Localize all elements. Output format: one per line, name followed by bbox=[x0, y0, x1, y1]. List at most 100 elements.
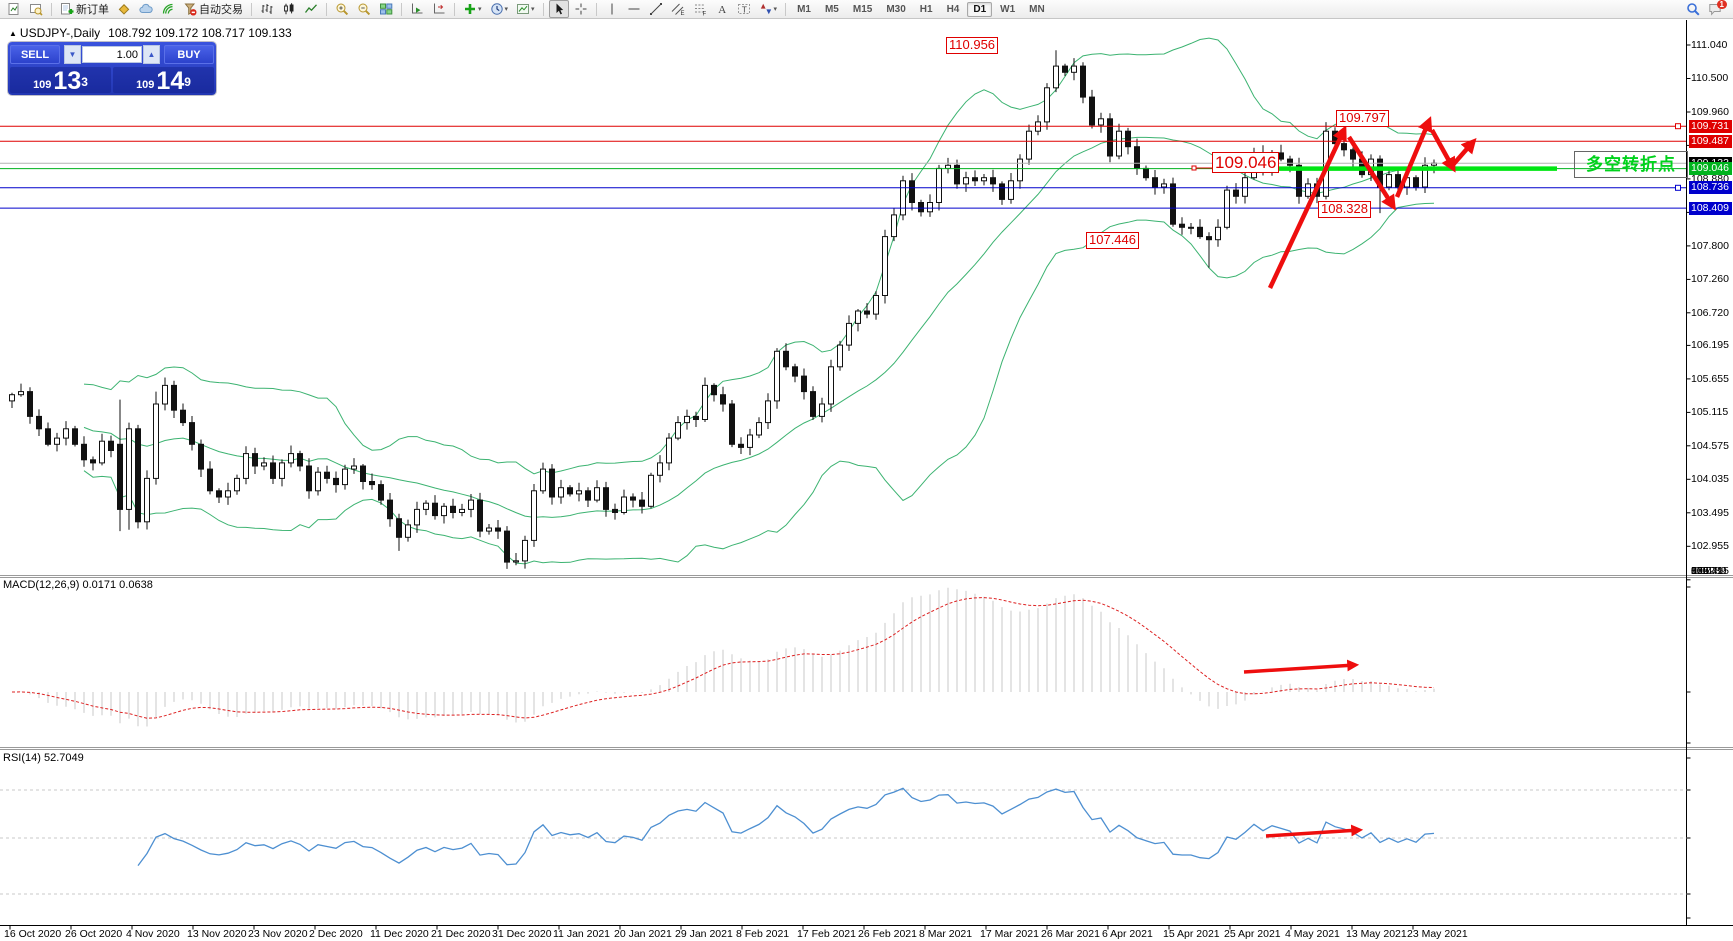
buy-price-prefix: 109 bbox=[136, 79, 155, 91]
horizontal-line-button[interactable] bbox=[624, 0, 644, 18]
volume-increase-button[interactable]: ▲ bbox=[143, 45, 160, 64]
trendline-button[interactable] bbox=[646, 0, 666, 18]
text-label-button[interactable]: T bbox=[734, 0, 754, 18]
new-chart-button[interactable] bbox=[4, 0, 24, 18]
turning-point-label[interactable]: 多空转折点 bbox=[1574, 151, 1688, 178]
toolbar-separator bbox=[542, 2, 544, 16]
line-handle[interactable] bbox=[1675, 123, 1681, 130]
volume-input[interactable] bbox=[82, 46, 142, 63]
history-center-button[interactable] bbox=[114, 0, 134, 18]
trend-arrow[interactable] bbox=[1430, 128, 1456, 173]
templates-button[interactable]: ▾ bbox=[513, 0, 538, 18]
date-tick: 20 Jan 2021 bbox=[614, 928, 672, 940]
fibonacci-button[interactable]: F bbox=[690, 0, 710, 18]
sell-button[interactable]: SELL bbox=[10, 45, 60, 64]
chart-shift-button[interactable] bbox=[429, 0, 449, 18]
line-chart-button[interactable] bbox=[301, 0, 321, 18]
signals-button[interactable] bbox=[158, 0, 178, 18]
price-tick: 106.720 bbox=[1691, 306, 1729, 319]
zoom-out-icon bbox=[358, 3, 371, 16]
timeframe-m30-button[interactable]: M30 bbox=[886, 3, 906, 15]
price-tick: 15 bbox=[1691, 565, 1703, 577]
trend-arrow[interactable] bbox=[1394, 116, 1433, 198]
cursor-button[interactable] bbox=[548, 0, 569, 18]
svg-text:F: F bbox=[702, 12, 706, 17]
price-note[interactable]: 109.046 bbox=[1212, 152, 1280, 174]
collapse-trade-panel-icon[interactable]: ▲ bbox=[9, 29, 17, 38]
periods-icon bbox=[490, 3, 503, 15]
text-icon: A bbox=[718, 4, 726, 16]
price-tick: 107.260 bbox=[1691, 273, 1729, 286]
price-tick: -0.5289 bbox=[1691, 565, 1727, 577]
price-tag-109.487: 109.487 bbox=[1689, 134, 1732, 148]
timeframe-m1-button[interactable]: M1 bbox=[797, 3, 811, 15]
timeframe-mn-button[interactable]: MN bbox=[1029, 3, 1045, 15]
sell-price-main: 13 bbox=[53, 67, 82, 95]
timeframe-m15-button[interactable]: M15 bbox=[852, 3, 873, 15]
crosshair-icon bbox=[575, 3, 587, 15]
date-tick: 17 Feb 2021 bbox=[797, 928, 856, 940]
price-tick: 103.495 bbox=[1691, 506, 1729, 519]
trend-arrow[interactable] bbox=[1347, 135, 1396, 211]
timeframe-w1-button[interactable]: W1 bbox=[1000, 3, 1016, 15]
price-note[interactable]: 107.446 bbox=[1086, 232, 1139, 249]
profiles-button[interactable] bbox=[26, 0, 46, 18]
trend-arrow[interactable] bbox=[1267, 125, 1347, 289]
date-tick: 23 Nov 2020 bbox=[248, 928, 308, 940]
auto-scroll-button[interactable] bbox=[407, 0, 427, 18]
channel-icon: E bbox=[671, 3, 684, 16]
tile-icon bbox=[380, 3, 393, 15]
autotrading-button[interactable]: 自动交易 bbox=[180, 0, 246, 18]
arrows-button[interactable]: ▾ bbox=[756, 0, 781, 18]
macd-signal-line bbox=[11, 597, 1435, 719]
toolbar-separator bbox=[326, 2, 327, 16]
templates-icon bbox=[517, 4, 530, 14]
date-tick: 8 Feb 2021 bbox=[736, 928, 790, 940]
zoom-out-button[interactable] bbox=[354, 0, 374, 18]
new-chart-icon bbox=[8, 3, 19, 15]
zoom-in-button[interactable] bbox=[332, 0, 352, 18]
price-note[interactable]: 109.797 bbox=[1336, 110, 1389, 127]
text-button[interactable]: A bbox=[712, 0, 732, 18]
date-tick: 13 Nov 2020 bbox=[187, 928, 247, 940]
buy-button[interactable]: BUY bbox=[164, 45, 214, 64]
price-tag-109.731: 109.731 bbox=[1689, 119, 1732, 133]
chart-header: ▲ USDJPY-,Daily 108.792 109.172 108.717 10… bbox=[9, 26, 292, 40]
timeframe-d1-button[interactable]: D1 bbox=[967, 1, 993, 17]
price-tag-109.046: 109.046 bbox=[1689, 162, 1732, 176]
search-icon[interactable] bbox=[1683, 0, 1703, 18]
macd-trend-arrow[interactable] bbox=[1243, 659, 1360, 674]
timeframe-m5-button[interactable]: M5 bbox=[824, 3, 839, 15]
mql5-cloud-button[interactable] bbox=[136, 0, 156, 18]
tile-windows-button[interactable] bbox=[376, 0, 396, 18]
trend-zigzag-arrows[interactable] bbox=[1267, 116, 1477, 289]
price-tick: 80 bbox=[1691, 565, 1703, 577]
new-order-icon bbox=[61, 3, 74, 15]
trend-arrow[interactable] bbox=[1449, 137, 1477, 169]
rsi-trend-arrow[interactable] bbox=[1265, 824, 1364, 838]
timeframe-h1-button[interactable]: H1 bbox=[919, 3, 933, 15]
new-order-button[interactable]: 新订单 bbox=[57, 0, 112, 18]
main-toolbar: 新订单 自动交易 ▾ ▾ ▾ E F A T ▾ M1 M5 M15 M30 H1 H4 D1 W1 MN 1 bbox=[0, 0, 1733, 19]
price-tick: 104.575 bbox=[1691, 439, 1729, 452]
timeframe-h4-button[interactable]: H4 bbox=[946, 3, 960, 15]
sell-price[interactable]: 109 13 3 bbox=[10, 67, 111, 95]
line-handle[interactable] bbox=[1675, 184, 1681, 191]
timeframe-toolbar: M1 M5 M15 M30 H1 H4 D1 W1 MN bbox=[781, 0, 1052, 18]
date-tick: 29 Jan 2021 bbox=[675, 928, 733, 940]
horizontal-level-lines[interactable] bbox=[0, 123, 1687, 209]
buy-price[interactable]: 109 14 9 bbox=[113, 67, 214, 94]
bar-chart-button[interactable] bbox=[257, 0, 277, 18]
autotrading-button-label: 自动交易 bbox=[199, 4, 243, 16]
candlestick-chart-button[interactable] bbox=[279, 0, 299, 18]
notifications-icon[interactable]: 1 bbox=[1705, 0, 1727, 18]
equidistant-channel-button[interactable]: E bbox=[668, 0, 688, 18]
price-note[interactable]: 108.328 bbox=[1318, 201, 1371, 218]
periods-button[interactable]: ▾ bbox=[487, 0, 512, 18]
crosshair-button[interactable] bbox=[571, 0, 591, 18]
indicators-button[interactable]: ▾ bbox=[460, 0, 485, 18]
price-note[interactable]: 110.956 bbox=[946, 37, 999, 54]
volume-decrease-button[interactable]: ▼ bbox=[64, 45, 81, 64]
vertical-line-button[interactable] bbox=[602, 0, 622, 18]
